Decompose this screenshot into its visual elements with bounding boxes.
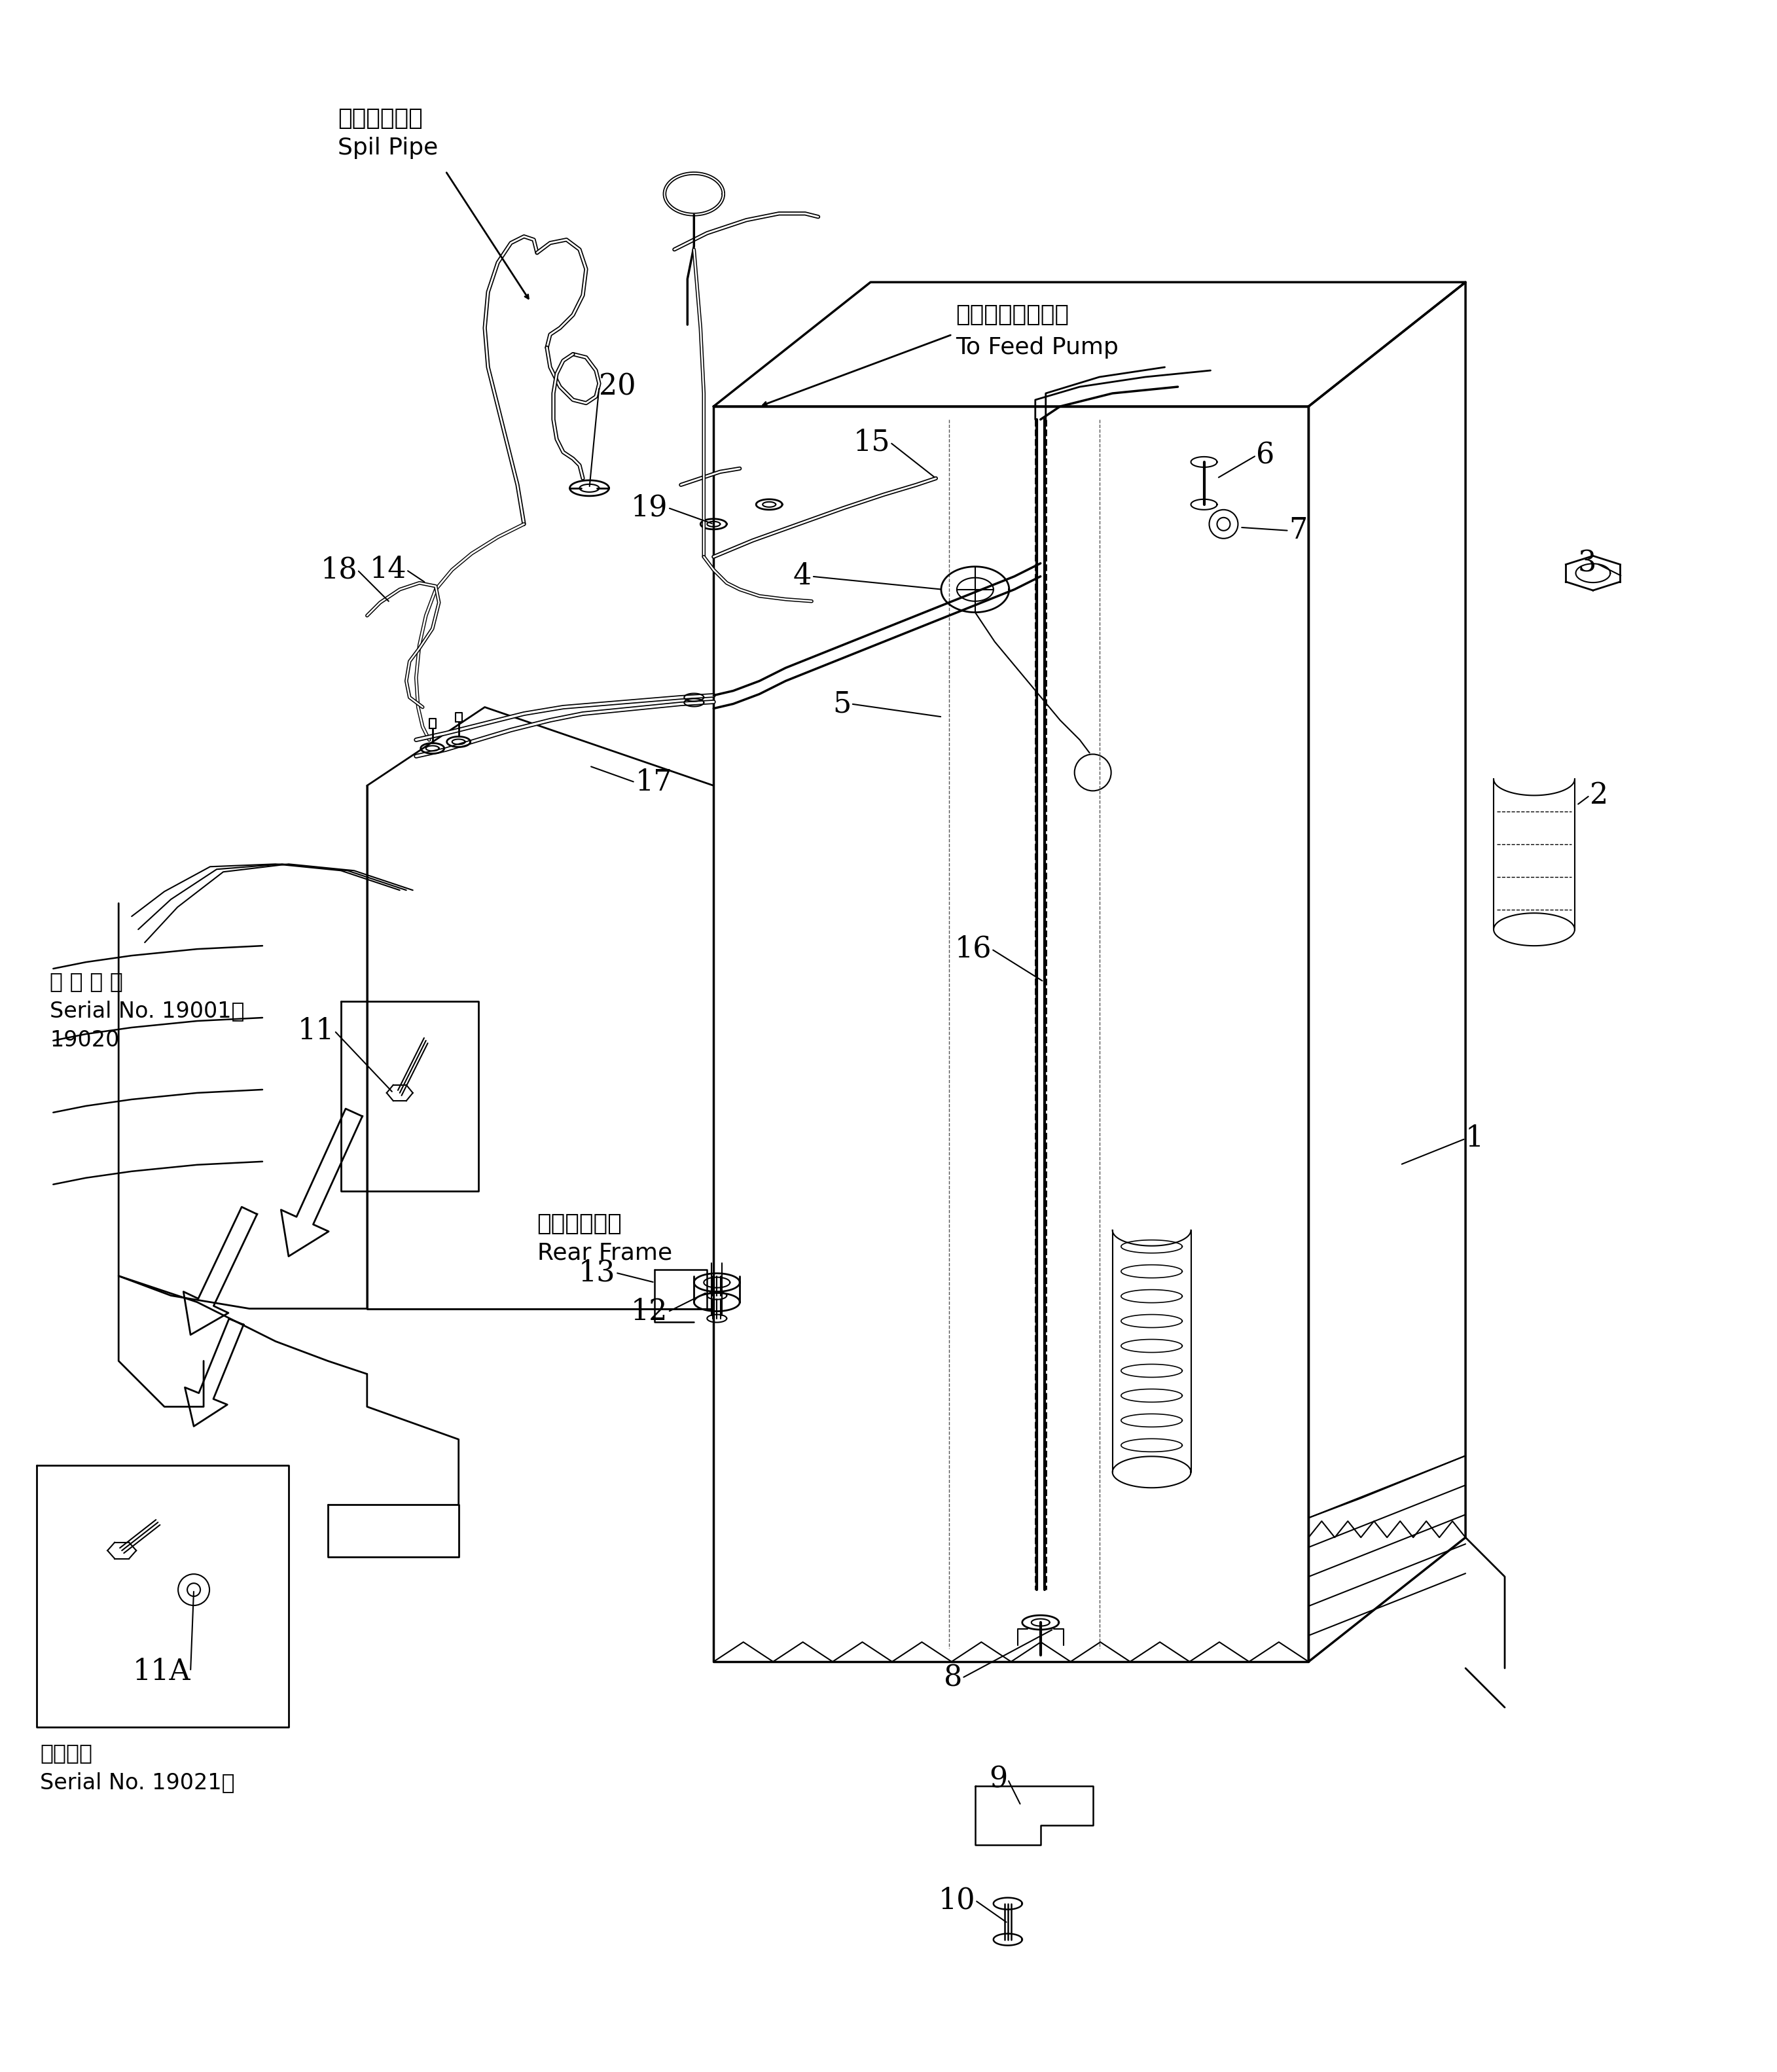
Text: 17: 17 [634, 769, 672, 796]
Text: 19: 19 [631, 493, 668, 522]
Text: 12: 12 [631, 1297, 668, 1326]
Text: To Feed Pump: To Feed Pump [956, 336, 1118, 358]
Text: 1: 1 [1466, 1125, 1484, 1152]
Text: 16: 16 [954, 934, 992, 963]
Text: 11: 11 [297, 1017, 334, 1044]
Text: Rear Frame: Rear Frame [537, 1241, 672, 1264]
Text: Spil Pipe: Spil Pipe [338, 137, 437, 160]
Text: リヤフレーム: リヤフレーム [537, 1212, 622, 1235]
Text: Serial No. 19001～: Serial No. 19001～ [50, 1001, 245, 1021]
Text: Serial No. 19021～: Serial No. 19021～ [41, 1772, 235, 1794]
Text: 19020: 19020 [50, 1030, 119, 1051]
Text: 8: 8 [944, 1664, 961, 1693]
Text: 3: 3 [1578, 549, 1596, 578]
Text: 適 用 号 機: 適 用 号 機 [50, 972, 123, 992]
Text: 5: 5 [832, 690, 851, 719]
Text: 13: 13 [579, 1258, 615, 1287]
Text: 18: 18 [320, 555, 357, 584]
Text: 10: 10 [938, 1886, 976, 1915]
Text: 適用号機: 適用号機 [41, 1743, 92, 1763]
Text: 4: 4 [793, 562, 812, 591]
Text: 20: 20 [599, 373, 636, 400]
Text: 6: 6 [1256, 441, 1274, 470]
Text: 7: 7 [1288, 516, 1308, 545]
Text: 15: 15 [853, 429, 890, 456]
Text: 9: 9 [990, 1765, 1008, 1794]
Text: 2: 2 [1590, 781, 1608, 810]
Text: スピルパイプ: スピルパイプ [338, 108, 423, 131]
Text: 14: 14 [370, 555, 407, 584]
Text: 11A: 11A [133, 1658, 190, 1687]
Text: フィードポンプへ: フィードポンプへ [956, 305, 1068, 325]
